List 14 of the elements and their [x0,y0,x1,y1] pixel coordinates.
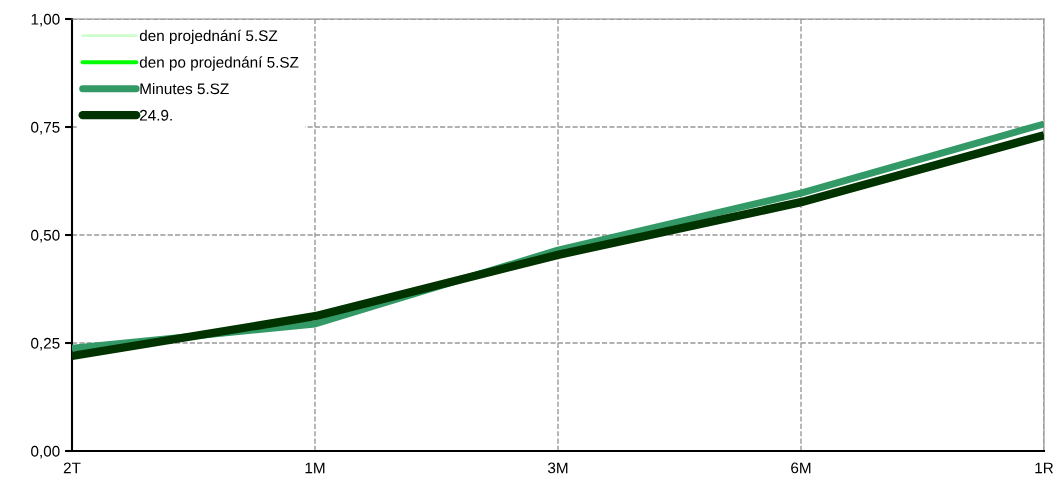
x-tick-label: 3M [547,462,568,474]
legend-label: den po projednání 5.SZ [139,56,299,71]
legend-label: den projednání 5.SZ [139,29,278,45]
legend-label: 24.9. [139,109,172,121]
y-tick-label: 0,75 [31,121,60,135]
y-tick-label: 0,25 [31,337,60,351]
x-tick-label: 2T [63,462,81,474]
x-tick-label: 1R [1035,462,1054,474]
y-tick-label: 0,50 [31,229,60,243]
legend-label: Minutes 5.SZ [140,82,229,95]
x-tick-label: 1M [305,462,325,474]
y-tick-label: 1,00 [31,13,60,27]
y-tick-label: 0,00 [31,445,60,459]
x-tick-label: 6M [791,462,811,474]
